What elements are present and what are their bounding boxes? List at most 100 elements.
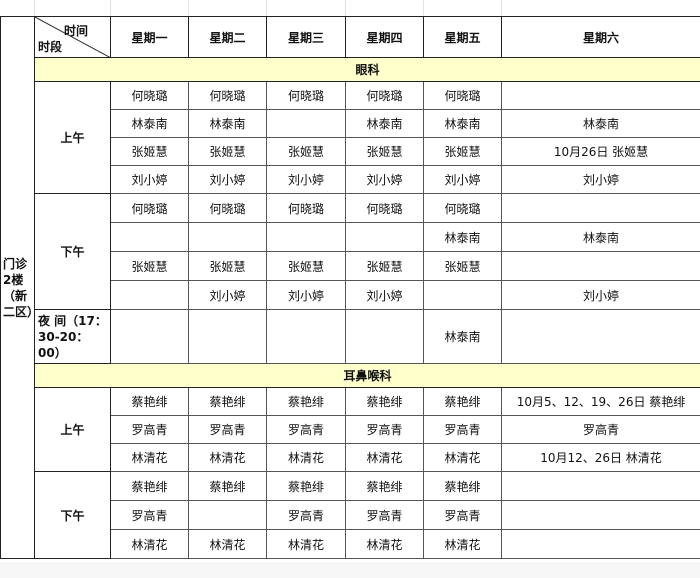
doctor-cell[interactable]: 何晓璐 <box>423 193 502 223</box>
doctor-cell[interactable] <box>423 280 502 310</box>
doctor-cell[interactable]: 林清花 <box>423 529 502 559</box>
location-cell: 门诊2楼（新二区） <box>0 16 35 559</box>
doctor-cell[interactable]: 何晓璐 <box>110 193 189 223</box>
doctor-cell[interactable]: 林清花 <box>188 529 267 559</box>
doctor-cell[interactable]: 刘小婷 <box>501 165 700 194</box>
doctor-cell[interactable]: 林泰南 <box>110 109 189 138</box>
doctor-cell[interactable]: 蔡艳绯 <box>266 471 346 501</box>
doctor-cell[interactable]: 何晓璐 <box>423 81 502 110</box>
doctor-cell[interactable] <box>188 500 267 530</box>
doctor-cell[interactable]: 刘小婷 <box>345 165 424 194</box>
doctor-cell[interactable] <box>110 222 189 252</box>
spreadsheet-empty-area <box>0 562 700 578</box>
day-header: 星期四 <box>345 16 424 58</box>
doctor-cell[interactable]: 林清花 <box>266 443 346 472</box>
doctor-cell[interactable]: 刘小婷 <box>345 280 424 310</box>
doctor-cell[interactable]: 何晓璐 <box>188 193 267 223</box>
doctor-cell[interactable] <box>501 471 700 501</box>
doctor-cell[interactable]: 罗高青 <box>266 415 346 444</box>
doctor-cell[interactable]: 刘小婷 <box>110 165 189 194</box>
doctor-cell[interactable]: 罗高青 <box>345 500 424 530</box>
schedule-row: 下午 何晓璐 何晓璐 何晓璐 何晓璐 何晓璐 <box>1 193 700 310</box>
doctor-cell[interactable] <box>501 500 700 530</box>
day-header: 星期三 <box>266 16 346 58</box>
doctor-cell[interactable]: 罗高青 <box>501 415 700 444</box>
doctor-cell[interactable]: 蔡艳绯 <box>423 387 502 416</box>
doctor-cell[interactable] <box>501 251 700 281</box>
doctor-cell[interactable]: 林泰南 <box>345 109 424 138</box>
doctor-cell[interactable]: 何晓璐 <box>266 193 346 223</box>
doctor-cell[interactable]: 张姬慧 <box>266 251 346 281</box>
doctor-cell[interactable]: 林清花 <box>423 443 502 472</box>
doctor-cell[interactable]: 10月12、26日 林清花 <box>501 443 700 472</box>
doctor-cell[interactable]: 刘小婷 <box>188 280 267 310</box>
doctor-cell[interactable]: 张姬慧 <box>423 137 502 166</box>
doctor-cell[interactable] <box>501 309 700 364</box>
doctor-cell[interactable]: 罗高青 <box>423 415 502 444</box>
doctor-cell[interactable] <box>266 109 346 138</box>
doctor-cell[interactable] <box>266 222 346 252</box>
doctor-cell[interactable]: 张姬慧 <box>345 137 424 166</box>
doctor-cell[interactable]: 何晓璐 <box>345 193 424 223</box>
doctor-cell[interactable]: 何晓璐 <box>110 81 189 110</box>
doctor-cell[interactable]: 张姬慧 <box>345 251 424 281</box>
doctor-cell[interactable]: 罗高青 <box>110 415 189 444</box>
doctor-cell[interactable]: 林清花 <box>345 443 424 472</box>
doctor-cell[interactable] <box>501 193 700 223</box>
doctor-cell[interactable] <box>345 309 424 364</box>
doctor-cell[interactable]: 林泰南 <box>501 222 700 252</box>
doctor-cell[interactable]: 10月26日 张姬慧 <box>501 137 700 166</box>
doctor-cell[interactable]: 林泰南 <box>188 109 267 138</box>
doctor-cell[interactable]: 林清花 <box>266 529 346 559</box>
doctor-cell[interactable]: 蔡艳绯 <box>110 387 189 416</box>
schedule-row: 上午 蔡艳绯 蔡艳绯 蔡艳绯 蔡艳绯 蔡艳绯 10月5、12、19、26日 蔡艳绯 <box>1 387 700 472</box>
doctor-cell[interactable]: 蔡艳绯 <box>345 471 424 501</box>
doctor-cell[interactable]: 林泰南 <box>423 109 502 138</box>
doctor-cell[interactable]: 张姬慧 <box>110 137 189 166</box>
doctor-cell[interactable]: 10月5、12、19、26日 蔡艳绯 <box>501 387 700 416</box>
doctor-cell[interactable] <box>110 280 189 310</box>
department-row: 耳鼻喉科 <box>1 363 700 388</box>
doctor-cell[interactable] <box>110 309 189 364</box>
schedule-row: 刘小婷 刘小婷 刘小婷 刘小婷 <box>1 280 700 310</box>
doctor-cell[interactable]: 罗高青 <box>423 500 502 530</box>
doctor-cell[interactable]: 林泰南 <box>501 109 700 138</box>
doctor-cell[interactable] <box>501 529 700 559</box>
doctor-cell[interactable]: 林清花 <box>188 443 267 472</box>
doctor-cell[interactable]: 刘小婷 <box>423 165 502 194</box>
doctor-cell[interactable]: 罗高青 <box>110 500 189 530</box>
period-label: 时段 <box>38 40 63 54</box>
doctor-cell[interactable]: 刘小婷 <box>501 280 700 310</box>
doctor-cell[interactable] <box>266 309 346 364</box>
doctor-cell[interactable]: 刘小婷 <box>266 165 346 194</box>
doctor-cell[interactable]: 林清花 <box>110 443 189 472</box>
doctor-cell[interactable]: 罗高青 <box>188 415 267 444</box>
doctor-cell[interactable] <box>188 222 267 252</box>
doctor-cell[interactable]: 张姬慧 <box>266 137 346 166</box>
doctor-cell[interactable]: 蔡艳绯 <box>188 387 267 416</box>
doctor-cell[interactable]: 罗高青 <box>266 500 346 530</box>
doctor-cell[interactable]: 何晓璐 <box>345 81 424 110</box>
doctor-cell[interactable]: 张姬慧 <box>188 251 267 281</box>
doctor-cell[interactable]: 刘小婷 <box>188 165 267 194</box>
doctor-cell[interactable]: 林清花 <box>110 529 189 559</box>
doctor-cell[interactable]: 蔡艳绯 <box>188 471 267 501</box>
doctor-cell[interactable]: 罗高青 <box>345 415 424 444</box>
doctor-cell[interactable] <box>345 222 424 252</box>
doctor-cell[interactable] <box>188 309 267 364</box>
doctor-cell[interactable]: 何晓璐 <box>188 81 267 110</box>
doctor-cell[interactable]: 蔡艳绯 <box>423 471 502 501</box>
doctor-cell[interactable]: 张姬慧 <box>188 137 267 166</box>
doctor-cell[interactable]: 张姬慧 <box>110 251 189 281</box>
doctor-cell[interactable]: 张姬慧 <box>423 251 502 281</box>
doctor-cell[interactable]: 蔡艳绯 <box>266 387 346 416</box>
doctor-cell[interactable]: 何晓璐 <box>266 81 346 110</box>
doctor-cell[interactable]: 林泰南 <box>423 309 502 364</box>
doctor-cell[interactable]: 蔡艳绯 <box>345 387 424 416</box>
doctor-cell[interactable] <box>501 81 700 110</box>
doctor-cell[interactable]: 林清花 <box>345 529 424 559</box>
doctor-cell[interactable]: 蔡艳绯 <box>110 471 189 501</box>
doctor-cell[interactable]: 林泰南 <box>423 222 502 252</box>
schedule-row: 林清花 林清花 林清花 林清花 林清花 <box>1 529 700 559</box>
doctor-cell[interactable]: 刘小婷 <box>266 280 346 310</box>
